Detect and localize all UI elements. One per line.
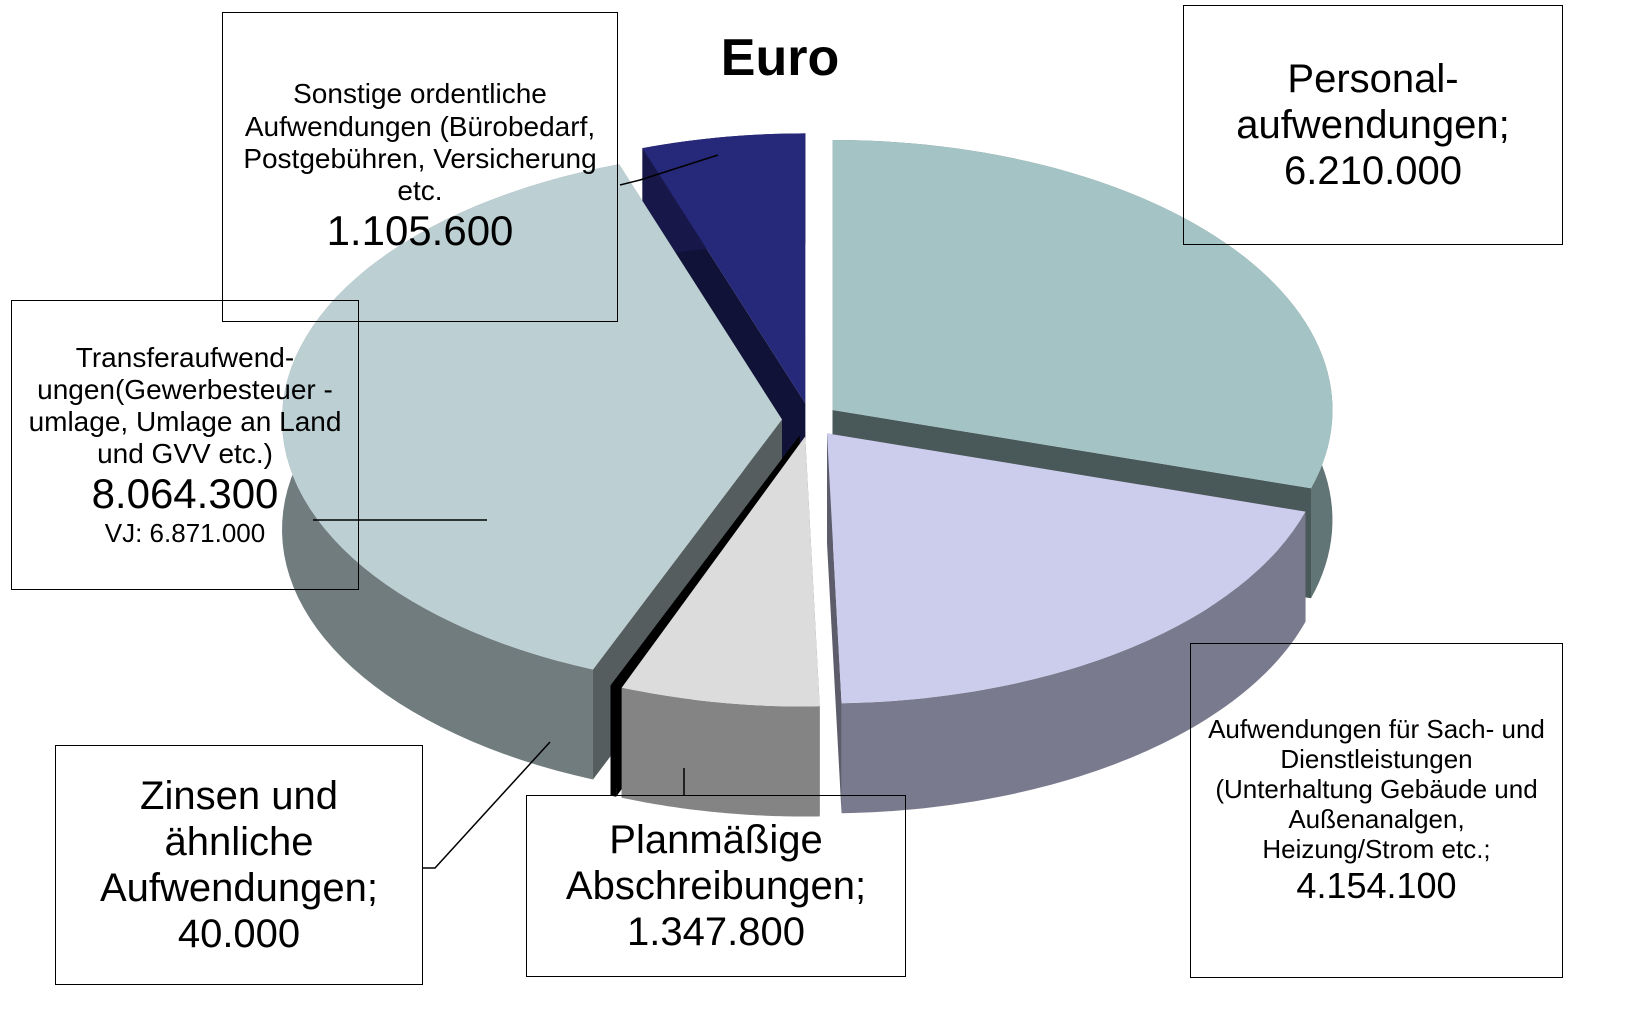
value-label: 1.105.600	[326, 207, 514, 255]
category-label: Aufwendungen für Sach- und Dienstleistun…	[1208, 714, 1545, 864]
pie-slice	[642, 133, 806, 404]
value-label: 40.000	[177, 912, 301, 956]
pie	[282, 133, 1333, 817]
label-box: Transferaufwend- ungen(Gewerbesteuer -um…	[11, 300, 359, 590]
slice-side	[621, 687, 820, 817]
pie-slice	[610, 435, 800, 687]
label-box: Personal- aufwendungen; 6.210.000	[1183, 5, 1563, 245]
pie-slice	[827, 433, 1306, 704]
value-label: 6.210.000	[1284, 149, 1462, 193]
pie-slice	[621, 436, 820, 707]
label-box: Zinsen und ähnliche Aufwendungen; 40.000	[55, 745, 423, 985]
pie-slice	[832, 139, 1333, 489]
label-box: Sonstige ordentliche Aufwendungen (Bürob…	[222, 12, 618, 322]
pie-slice	[282, 164, 783, 670]
value-label: 4.154.100	[1296, 864, 1457, 906]
category-label: Zinsen und ähnliche Aufwendungen;	[99, 774, 378, 910]
slice-wall	[827, 433, 842, 814]
slice-side	[610, 685, 617, 797]
chart-title: Euro	[720, 29, 840, 87]
category-label: Personal- aufwendungen;	[1236, 57, 1510, 147]
slice-side	[841, 511, 1306, 814]
leader-line	[619, 154, 719, 186]
label-box: Planmäßige Abschreibungen; 1.347.800	[526, 795, 906, 977]
category-label: Transferaufwend- ungen(Gewerbesteuer -um…	[28, 341, 342, 470]
value-label: 8.064.300	[91, 470, 279, 518]
leader-line	[423, 741, 551, 869]
annotation: VJ: 6.871.000	[104, 517, 266, 548]
category-label: Sonstige ordentliche Aufwendungen (Bürob…	[243, 78, 597, 207]
value-label: 1.347.800	[627, 910, 805, 954]
leader-lines	[313, 154, 719, 869]
label-box: Aufwendungen für Sach- und Dienstleistun…	[1190, 643, 1563, 978]
category-label: Planmäßige Abschreibungen;	[565, 818, 867, 908]
